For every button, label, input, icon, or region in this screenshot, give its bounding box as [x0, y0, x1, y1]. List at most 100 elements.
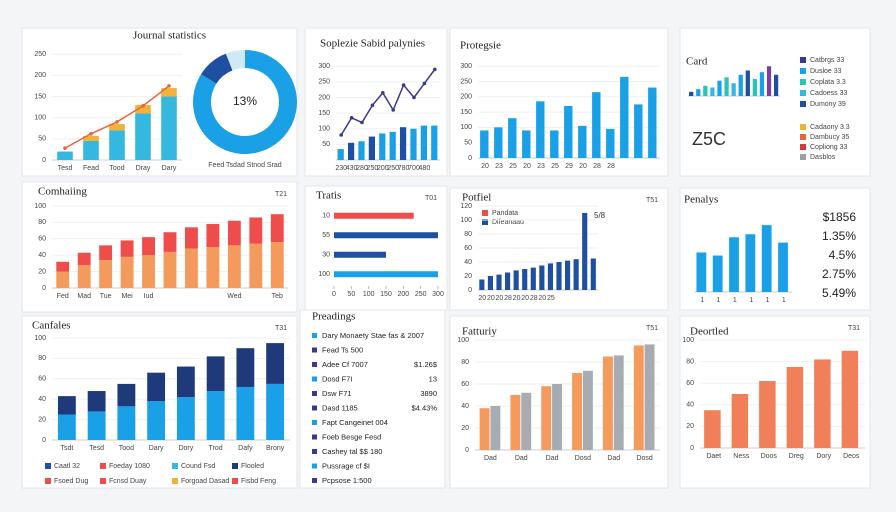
x-tick-label: Fed	[57, 293, 69, 300]
x-tick-label: Dad	[546, 455, 559, 462]
bar	[490, 406, 501, 450]
y-tick-label: 150	[318, 110, 330, 117]
y-tick-label: 0	[42, 285, 46, 292]
line-point	[339, 133, 344, 137]
bar	[696, 252, 707, 292]
bar	[536, 101, 545, 158]
legend-swatch	[100, 478, 106, 484]
y-tick-label: 80	[38, 219, 46, 226]
bar	[496, 274, 502, 290]
x-tick-label: 480	[419, 165, 431, 172]
legend-label: Pandata	[492, 210, 518, 217]
bar	[206, 224, 220, 247]
x-tick-label: Dory	[178, 445, 193, 452]
bar	[368, 136, 375, 160]
bar	[176, 397, 195, 440]
x-tick-label: 0	[332, 291, 336, 298]
bar	[147, 372, 166, 402]
bar	[539, 265, 545, 290]
x-tick-label: Fead	[83, 165, 99, 172]
y-tick-label: 80	[464, 231, 472, 238]
legend-swatch	[232, 463, 238, 469]
table-label: Dsw F71	[322, 389, 352, 398]
line-point	[391, 108, 396, 112]
bar	[56, 271, 70, 288]
bar	[761, 225, 772, 292]
x-tick-label: Dosd	[636, 455, 652, 462]
panel-title: Comhaiing	[38, 186, 87, 198]
x-tick-label: Tesd	[58, 165, 73, 172]
bar	[814, 359, 831, 448]
legend-label: Dambucy 35	[810, 134, 849, 141]
y-tick-label: 250	[460, 78, 472, 85]
row-icon	[312, 434, 317, 440]
x-tick-label: Teb	[272, 293, 283, 300]
x-tick-label: 25	[547, 295, 555, 302]
bar	[731, 83, 736, 96]
x-tick-label: Dafy	[238, 445, 253, 452]
bar	[582, 370, 593, 450]
stat-value: 5.49%	[822, 286, 856, 300]
bar	[634, 104, 643, 158]
x-tick-label: Dad	[607, 455, 620, 462]
bar	[389, 131, 396, 160]
y-tick-label: 60	[461, 381, 469, 388]
y-tick-label: 200	[460, 94, 472, 101]
bar	[120, 256, 134, 288]
x-tick-label: Tood	[109, 165, 124, 172]
bar	[57, 396, 76, 415]
x-tick-label: Tue	[100, 293, 112, 300]
bar	[236, 348, 255, 387]
x-tick-label: Deos	[843, 453, 860, 460]
bar	[185, 248, 198, 288]
line-point	[89, 131, 93, 136]
y-tick-label: 200	[34, 72, 46, 79]
panel-corner-label: T51	[646, 197, 658, 204]
panel	[304, 185, 448, 311]
x-tick-label: Dary	[162, 165, 177, 172]
x-tick-label: 20	[513, 295, 521, 302]
bar	[227, 220, 241, 246]
bar	[99, 245, 113, 261]
bar	[163, 251, 177, 288]
line-point	[433, 67, 437, 72]
y-tick-label: 0	[42, 157, 46, 164]
bar	[712, 255, 723, 292]
bar	[564, 105, 573, 158]
y-tick-label: 50	[464, 140, 472, 147]
legend-label: Dasblos	[810, 154, 836, 161]
bar	[752, 79, 757, 96]
bar	[236, 386, 255, 440]
bar	[578, 125, 587, 158]
panel-corner-label: T01	[425, 195, 437, 202]
x-tick-label: 780	[398, 165, 410, 172]
line-point	[167, 84, 171, 88]
pie-caption: Feed Tsdad Stnod Srad	[208, 162, 282, 169]
bar	[572, 373, 583, 450]
y-tick-label: 150	[34, 93, 46, 100]
bar	[602, 356, 613, 450]
panel	[679, 187, 871, 311]
y-tick-label: 0	[468, 287, 472, 294]
bar	[633, 345, 644, 450]
bar	[117, 383, 136, 407]
y-tick-label: 0	[42, 437, 46, 444]
line-point	[381, 91, 385, 95]
bar	[606, 128, 615, 158]
bar	[77, 265, 91, 288]
annotation: 5/8	[594, 211, 606, 220]
bar	[161, 96, 177, 160]
bar	[142, 237, 155, 256]
x-tick-label: 1	[700, 297, 704, 304]
legend-swatch	[232, 478, 238, 484]
y-tick-label: 55	[322, 232, 330, 239]
bar	[521, 392, 532, 450]
panel-title: Protegsie	[460, 40, 501, 52]
y-tick-label: 40	[461, 403, 469, 410]
legend-swatch	[800, 144, 806, 150]
panel-title: Potfiel	[462, 192, 491, 204]
x-tick-label: 20	[487, 295, 495, 302]
panel-title: Card	[686, 56, 708, 68]
bar	[565, 260, 571, 290]
x-tick-label: 200	[397, 291, 409, 298]
